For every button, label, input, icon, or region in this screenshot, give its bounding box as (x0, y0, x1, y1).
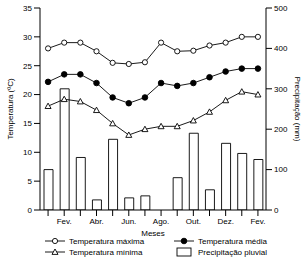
svg-text:5: 5 (28, 177, 33, 186)
svg-text:400: 400 (274, 44, 288, 53)
svg-text:35: 35 (23, 4, 32, 13)
svg-text:20: 20 (23, 90, 32, 99)
svg-text:Precipitação (mm): Precipitação (mm) (293, 77, 298, 142)
svg-text:0: 0 (274, 206, 279, 215)
svg-text:Jun.: Jun. (121, 217, 136, 226)
svg-text:25: 25 (23, 62, 32, 71)
svg-text:Abr.: Abr. (89, 217, 103, 226)
svg-text:Out.: Out. (186, 217, 201, 226)
svg-text:Temperatura (ºC): Temperatura (ºC) (8, 78, 15, 139)
svg-text:Fev.: Fev. (57, 217, 72, 226)
svg-text:Fev.: Fev. (250, 217, 265, 226)
svg-text:10: 10 (23, 148, 32, 157)
svg-text:30: 30 (23, 33, 32, 42)
svg-text:500: 500 (274, 4, 288, 13)
svg-text:15: 15 (23, 119, 32, 128)
svg-text:200: 200 (274, 125, 288, 134)
svg-text:Dez.: Dez. (217, 217, 233, 226)
svg-text:Meses: Meses (141, 229, 165, 238)
svg-text:300: 300 (274, 85, 288, 94)
svg-text:Ago.: Ago. (153, 217, 169, 226)
html-text:Temperatura média: Temperatura média (198, 236, 267, 246)
svg-text:100: 100 (274, 165, 288, 174)
svg-text:0: 0 (28, 206, 33, 215)
html-text:Precipitação pluvial: Precipitação pluvial (198, 247, 267, 257)
html-text:Temperatura máxima: Temperatura máxima (69, 236, 145, 246)
html-text:Temperatura mínima: Temperatura mínima (69, 247, 143, 257)
